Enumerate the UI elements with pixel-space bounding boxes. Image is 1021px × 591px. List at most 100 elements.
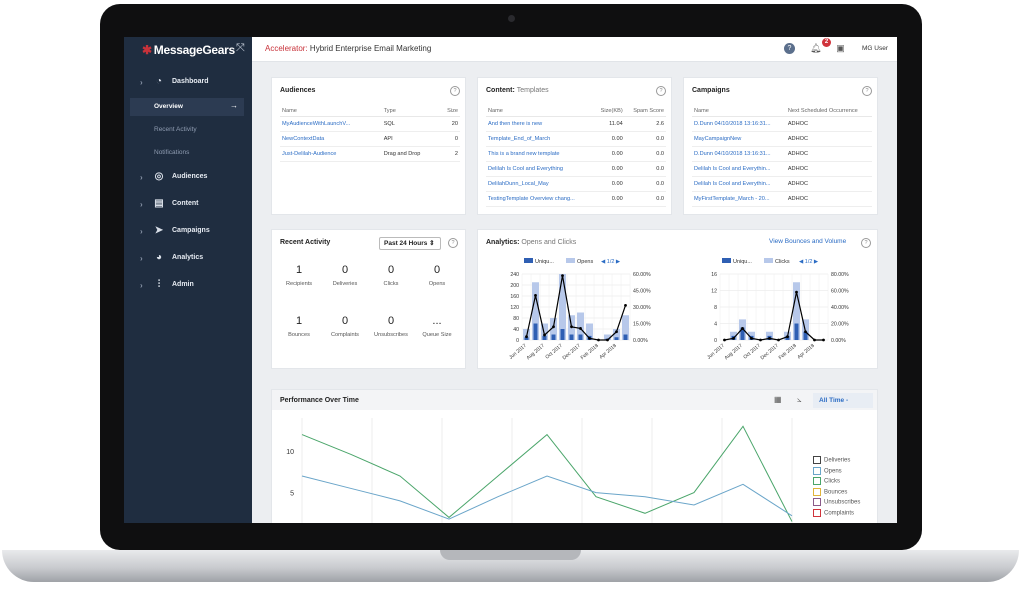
table-row[interactable]: Just-Delilah-Audience Drag and Drop 2 bbox=[280, 146, 460, 162]
table-row[interactable]: Delilah Is Cool and Everything 0.00 0.0 bbox=[486, 161, 666, 177]
user-menu[interactable]: MG User bbox=[862, 45, 888, 52]
time-range-select[interactable]: Past 24 Hours ⇕ bbox=[379, 237, 441, 250]
sidebar-item-admin[interactable]: › ⫶ Admin bbox=[124, 276, 252, 296]
sidebar-item-analytics[interactable]: › ◕ Analytics bbox=[124, 249, 252, 269]
table-row[interactable]: D.Dunn 04/10/2018 13:16:31... ADHOC bbox=[692, 146, 872, 162]
recent-activity-panel: Recent Activity Past 24 Hours ⇕ ? 1 Recip… bbox=[271, 229, 466, 369]
help-icon[interactable]: ? bbox=[656, 86, 666, 96]
x-tick-label: Jun 2017 bbox=[706, 343, 726, 361]
bell-icon[interactable]: 🔔︎ bbox=[810, 43, 822, 53]
legend-checkbox[interactable] bbox=[813, 487, 821, 496]
campaign-name-link[interactable]: MyFirstTemplate_March - 20... bbox=[692, 191, 786, 207]
legend-item[interactable]: Deliveries bbox=[813, 456, 850, 464]
legend-item[interactable]: Bounces bbox=[813, 487, 847, 496]
help-icon[interactable]: ? bbox=[450, 86, 460, 96]
sliders-icon: ⫶ bbox=[157, 279, 161, 290]
stat-label: Unsubscribes bbox=[374, 332, 408, 338]
help-icon[interactable]: ? bbox=[448, 238, 458, 248]
sidebar-subitem-recent-activity[interactable]: Recent Activity bbox=[130, 121, 244, 139]
sidebar-item-dashboard[interactable]: › ◔ Dashboard bbox=[124, 73, 252, 93]
sidebar-subitem-overview[interactable]: Overview → bbox=[130, 98, 244, 116]
line-chart-icon[interactable]: ⦣ bbox=[797, 395, 802, 404]
view-bounces-volume-link[interactable]: View Bounces and Volume bbox=[769, 238, 847, 245]
legend-item[interactable]: Complaints bbox=[813, 508, 854, 517]
campaign-name-link[interactable]: D.Dunn 04/10/2018 13:16:31... bbox=[692, 146, 786, 162]
column-header: Type bbox=[381, 105, 440, 117]
campaign-name-link[interactable]: D.Dunn 04/10/2018 13:16:31... bbox=[692, 116, 786, 132]
legend-item[interactable]: Opens bbox=[813, 466, 842, 475]
panel-title: Content: Templates bbox=[486, 87, 549, 94]
legend-label: Deliveries bbox=[824, 457, 851, 464]
time-range-value: Past 24 Hours bbox=[384, 240, 428, 247]
table-row[interactable]: DelilahDunn_Local_May 0.00 0.0 bbox=[486, 176, 666, 192]
sidebar-item-content[interactable]: › ▤ Content bbox=[124, 195, 252, 215]
legend-checkbox[interactable] bbox=[813, 466, 821, 475]
legend-swatch bbox=[764, 258, 773, 263]
table-row[interactable]: MyFirstTemplate_March - 20... ADHOC bbox=[692, 191, 872, 207]
sidebar-item-campaigns[interactable]: › ➤ Campaigns bbox=[124, 222, 252, 242]
bar bbox=[613, 329, 620, 340]
calendar-icon[interactable]: ▦ bbox=[774, 395, 782, 404]
pie-chart-icon: ◕ bbox=[155, 252, 163, 263]
help-icon[interactable]: ? bbox=[862, 86, 872, 96]
table-row[interactable]: Delilah Is Cool and Everythin... ADHOC bbox=[692, 176, 872, 192]
help-icon[interactable]: ? bbox=[861, 238, 871, 248]
template-name-link[interactable]: TestingTemplate Overview chang... bbox=[486, 191, 594, 207]
legend-label: Opens bbox=[577, 259, 593, 265]
table-row[interactable]: Delilah Is Cool and Everythin... ADHOC bbox=[692, 161, 872, 177]
column-header: Size(KB) bbox=[593, 105, 625, 117]
x-tick-label: Feb 2018 bbox=[580, 343, 600, 361]
collapse-sidebar-icon[interactable]: ⤧ bbox=[236, 42, 245, 54]
panel-subtitle: Opens and Clicks bbox=[521, 239, 577, 246]
legend-checkbox[interactable] bbox=[813, 477, 821, 485]
legend-checkbox[interactable] bbox=[813, 456, 821, 464]
rate-point bbox=[570, 325, 573, 329]
table-row[interactable]: D.Dunn 04/10/2018 13:16:31... ADHOC bbox=[692, 116, 872, 132]
rate-point bbox=[741, 327, 744, 330]
cell: 2 bbox=[439, 146, 460, 162]
audience-name-link[interactable]: Just-Delilah-Audience bbox=[280, 146, 382, 162]
y-tick-label: 0 bbox=[516, 338, 519, 344]
stat-label: Opens bbox=[428, 281, 446, 287]
legend-item[interactable]: Clicks bbox=[813, 477, 840, 485]
template-name-link[interactable]: Delilah Is Cool and Everything bbox=[486, 161, 594, 177]
logo[interactable]: ✱ MessageGears bbox=[142, 43, 235, 57]
time-range-select[interactable]: All Time - bbox=[813, 393, 873, 408]
audience-name-link[interactable]: MyAudienceWithLaunchV... bbox=[280, 116, 382, 132]
template-name-link[interactable]: DelilahDunn_Local_May bbox=[486, 176, 594, 192]
table-row[interactable]: This is a brand new template 0.00 0.0 bbox=[486, 146, 666, 162]
audiences-panel: Audiences ? Name Type Size MyAudienceWit… bbox=[271, 77, 466, 215]
panel-title: Analytics: Opens and Clicks bbox=[486, 239, 576, 246]
legend-checkbox[interactable] bbox=[813, 498, 821, 506]
bar bbox=[551, 334, 556, 340]
table-row[interactable]: MayCampaignNew ADHOC bbox=[692, 131, 872, 147]
target-icon: ◎ bbox=[154, 171, 164, 182]
legend-checkbox[interactable] bbox=[813, 508, 821, 517]
audience-name-link[interactable]: NewContextData bbox=[280, 131, 382, 147]
breadcrumb-prefix: Accelerator: bbox=[265, 44, 308, 53]
dashboard-gauge-icon: ◔ bbox=[155, 76, 163, 87]
campaign-name-link[interactable]: Delilah Is Cool and Everythin... bbox=[692, 176, 786, 192]
table-row[interactable]: TestingTemplate Overview chang... 0.00 0.0 bbox=[486, 191, 666, 207]
template-name-link[interactable]: And then there is new bbox=[486, 116, 594, 132]
clipboard-icon[interactable]: ▣ bbox=[836, 43, 845, 53]
sidebar-subitem-label: Overview bbox=[154, 103, 183, 110]
panel-title: Performance Over Time bbox=[280, 397, 359, 404]
rate-point bbox=[777, 338, 780, 342]
template-name-link[interactable]: This is a brand new template bbox=[486, 146, 594, 162]
table-row[interactable]: NewContextData API 0 bbox=[280, 131, 460, 147]
table-row[interactable]: MyAudienceWithLaunchV... SQL 20 bbox=[280, 116, 460, 132]
campaign-name-link[interactable]: Delilah Is Cool and Everythin... bbox=[692, 161, 786, 177]
cell: 0 bbox=[439, 131, 460, 147]
template-name-link[interactable]: Template_End_of_March bbox=[486, 131, 594, 147]
table-row[interactable]: And then there is new 11.04 2.6 bbox=[486, 116, 666, 132]
rate-point bbox=[813, 338, 816, 342]
sidebar-item-audiences[interactable]: › ◎ Audiences bbox=[124, 168, 252, 188]
campaign-name-link[interactable]: MayCampaignNew bbox=[692, 131, 786, 147]
legend-item[interactable]: Unsubscribes bbox=[813, 498, 860, 506]
help-icon[interactable]: ? bbox=[784, 43, 795, 54]
chevron-right-icon: › bbox=[140, 200, 143, 209]
table-row[interactable]: Template_End_of_March 0.00 0.0 bbox=[486, 131, 666, 147]
rate-point bbox=[561, 274, 564, 278]
sidebar-subitem-notifications[interactable]: Notifications bbox=[130, 144, 244, 162]
